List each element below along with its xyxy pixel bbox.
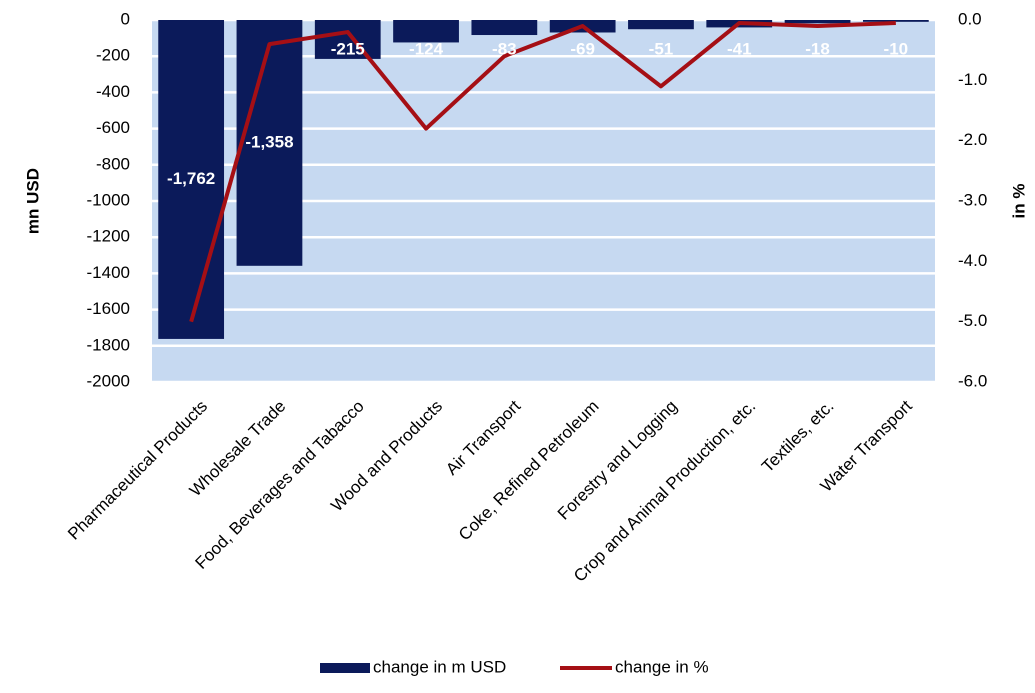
data-label: -83 bbox=[492, 39, 517, 58]
line bbox=[189, 21, 896, 323]
y-tick-label: -1200 bbox=[87, 227, 130, 246]
bar bbox=[628, 20, 694, 30]
legend-label: change in m USD bbox=[373, 657, 506, 676]
y-tick-label: -1600 bbox=[87, 299, 130, 318]
bar bbox=[784, 20, 851, 24]
data-label: -124 bbox=[409, 39, 444, 58]
y2-tick-label: -1.0 bbox=[958, 70, 987, 89]
y-tick-label: -200 bbox=[96, 46, 130, 65]
y-tick-label: -1400 bbox=[87, 263, 130, 282]
data-label: -1,762 bbox=[167, 169, 215, 188]
data-label: -69 bbox=[570, 39, 595, 58]
bar bbox=[314, 20, 381, 59]
y-tick-label: -800 bbox=[96, 154, 130, 173]
bar bbox=[236, 20, 303, 266]
legend-label: change in % bbox=[615, 657, 709, 676]
x-tick-label: Textiles, etc. bbox=[758, 397, 838, 477]
data-label: -41 bbox=[727, 39, 752, 58]
y-tick-label: -400 bbox=[96, 82, 130, 101]
bar bbox=[393, 20, 459, 43]
y-axis-title: mn USD bbox=[23, 168, 42, 234]
bar bbox=[471, 20, 538, 36]
y2-tick-label: 0.0 bbox=[958, 9, 982, 28]
y2-tick-label: -2.0 bbox=[958, 130, 987, 149]
x-tick-label: Pharmaceutical Products bbox=[64, 397, 211, 544]
y2-tick-label: -4.0 bbox=[958, 251, 987, 270]
legend-swatch bbox=[320, 663, 370, 673]
data-label: -1,358 bbox=[245, 132, 293, 151]
data-label: -215 bbox=[331, 39, 365, 58]
data-label: -51 bbox=[649, 39, 674, 58]
y2-tick-label: -5.0 bbox=[958, 311, 987, 330]
x-tick-label: Coke, Refined Petroleum bbox=[455, 397, 603, 545]
y-tick-label: -1800 bbox=[87, 335, 130, 354]
y-tick-label: 0 bbox=[121, 9, 130, 28]
data-label: -10 bbox=[884, 39, 909, 58]
x-tick-label: Air Transport bbox=[442, 396, 524, 478]
y2-tick-label: -3.0 bbox=[958, 190, 987, 209]
x-tick-label: Food, Beverages and Tabacco bbox=[191, 397, 367, 573]
y-tick-label: -600 bbox=[96, 118, 130, 137]
bar bbox=[158, 20, 225, 339]
y-tick-label: -1000 bbox=[87, 190, 130, 209]
data-label: -18 bbox=[805, 39, 830, 58]
y-tick-label: -2000 bbox=[87, 371, 130, 390]
y2-axis-title: in % bbox=[1009, 184, 1028, 219]
y2-tick-label: -6.0 bbox=[958, 371, 987, 390]
bar bbox=[862, 20, 929, 22]
